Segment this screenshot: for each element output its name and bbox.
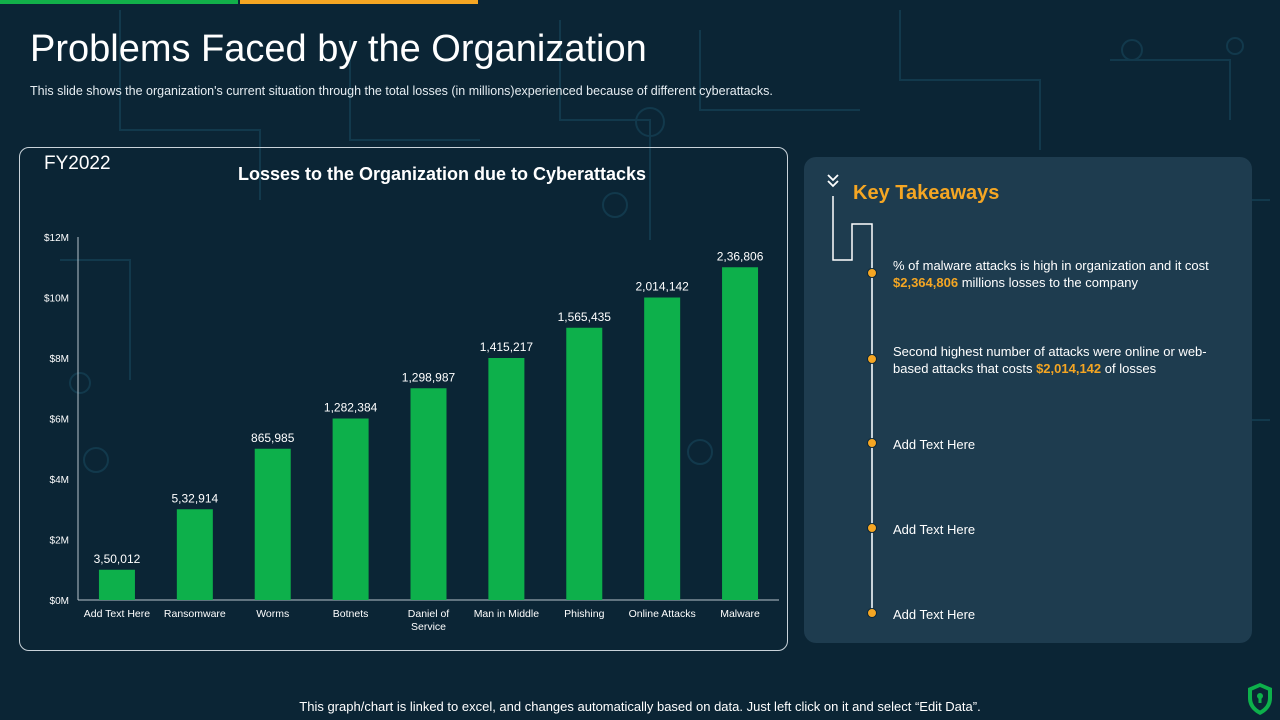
key-takeaways-panel bbox=[804, 157, 1252, 643]
takeaway-item[interactable]: Second highest number of attacks were on… bbox=[893, 343, 1223, 377]
data-label: 1,565,435 bbox=[558, 310, 612, 324]
data-label: 865,985 bbox=[251, 431, 295, 445]
takeaway-text: Add Text Here bbox=[893, 607, 976, 622]
x-tick-label: Online Attacks bbox=[629, 608, 696, 620]
top-accent-orange bbox=[240, 0, 478, 4]
x-tick-label: Daniel of Service bbox=[408, 608, 450, 633]
bar-chart[interactable]: $0M $2M $4M $6M $8M $10M $12M 3,50,012 Add Text … bbox=[19, 147, 788, 651]
top-accent-green bbox=[0, 0, 238, 4]
key-takeaways-title: Key Takeaways bbox=[853, 182, 1000, 204]
bar bbox=[98, 569, 135, 600]
bar bbox=[566, 327, 603, 600]
data-label: 1,282,384 bbox=[324, 401, 378, 415]
y-tick-label: $0M bbox=[50, 596, 69, 607]
y-tick-label: $4M bbox=[50, 475, 69, 486]
bar bbox=[644, 297, 681, 600]
y-tick-label: $10M bbox=[44, 294, 69, 305]
data-label: 3,50,012 bbox=[94, 552, 141, 566]
data-label: 5,32,914 bbox=[171, 491, 218, 505]
data-label: 2,014,142 bbox=[635, 280, 689, 294]
timeline-dot bbox=[867, 523, 877, 533]
takeaway-item[interactable]: % of malware attacks is high in organiza… bbox=[893, 257, 1223, 291]
page-title: Problems Faced by the Organization bbox=[30, 28, 647, 70]
timeline-dot bbox=[867, 354, 877, 364]
bar bbox=[410, 388, 447, 600]
data-label: 2,36,806 bbox=[717, 249, 764, 263]
timeline-dot bbox=[867, 438, 877, 448]
fiscal-year-label: FY2022 bbox=[44, 153, 111, 174]
takeaway-item[interactable]: Add Text Here bbox=[893, 521, 1223, 538]
timeline-dot bbox=[867, 268, 877, 278]
takeaway-highlight-value: $2,014,142 bbox=[1036, 361, 1102, 376]
timeline-dot bbox=[867, 608, 877, 618]
takeaway-text: % of malware attacks is high in organiza… bbox=[893, 258, 1209, 273]
chart-title: Losses to the Organization due to Cybera… bbox=[237, 164, 647, 184]
data-label: 1,298,987 bbox=[402, 370, 456, 384]
page-subtitle: This slide shows the organization's curr… bbox=[30, 84, 773, 98]
chevron-double-down-icon bbox=[827, 174, 839, 188]
chart-panel[interactable] bbox=[19, 147, 788, 651]
takeaway-item[interactable]: Add Text Here bbox=[893, 436, 1223, 453]
bar bbox=[332, 418, 369, 600]
shield-lock-icon bbox=[1248, 683, 1272, 715]
takeaways-connector-line bbox=[832, 196, 873, 266]
y-tick-label: $12M bbox=[44, 233, 69, 244]
takeaway-item[interactable]: Add Text Here bbox=[893, 606, 1223, 623]
x-tick-label: Worms bbox=[256, 608, 289, 620]
takeaway-text: Add Text Here bbox=[893, 522, 976, 537]
bar bbox=[722, 267, 759, 600]
bar bbox=[488, 358, 525, 600]
takeaway-highlight-value: $2,364,806 bbox=[893, 275, 959, 290]
y-tick-label: $8M bbox=[50, 354, 69, 365]
x-tick-label: Phishing bbox=[564, 608, 604, 620]
takeaway-text: Add Text Here bbox=[893, 437, 976, 452]
x-tick-label: Add Text Here bbox=[84, 608, 151, 620]
takeaway-text-end: of losses bbox=[1101, 361, 1157, 376]
x-tick-label: Botnets bbox=[333, 608, 369, 620]
data-label: 1,415,217 bbox=[480, 340, 534, 354]
x-tick-label: Ransomware bbox=[164, 608, 226, 620]
x-tick-label: Man in Middle bbox=[474, 608, 540, 620]
x-tick-label: Malware bbox=[720, 608, 760, 620]
y-tick-label: $6M bbox=[50, 415, 69, 426]
takeaway-text-end: millions losses to the company bbox=[958, 275, 1138, 290]
bar bbox=[176, 509, 213, 600]
footer-note: This graph/chart is linked to excel, and… bbox=[299, 699, 981, 714]
y-tick-label: $2M bbox=[50, 536, 69, 547]
takeaway-text: Second highest number of attacks were on… bbox=[893, 344, 1207, 376]
bar bbox=[254, 448, 291, 600]
